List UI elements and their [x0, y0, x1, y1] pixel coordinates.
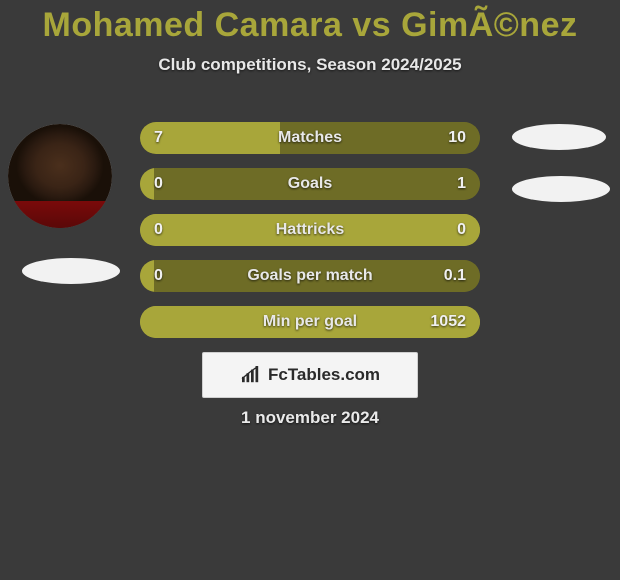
bar-label: Matches	[140, 122, 480, 154]
avatar-shadow-ellipse	[512, 124, 606, 150]
date-text: 1 november 2024	[0, 408, 620, 428]
comparison-bars: 710Matches 01Goals 00Hattricks 00.1Goals pe…	[140, 122, 480, 352]
subtitle: Club competitions, Season 2024/2025	[0, 55, 620, 75]
bar-label: Goals per match	[140, 260, 480, 292]
stat-row: 710Matches	[140, 122, 480, 154]
avatar-placeholder	[8, 124, 112, 228]
chart-icon	[240, 366, 262, 384]
bar-label: Goals	[140, 168, 480, 200]
brand-box: FcTables.com	[202, 352, 418, 398]
bar-label: Min per goal	[140, 306, 480, 338]
stat-row: 00Hattricks	[140, 214, 480, 246]
avatar-player-left	[8, 124, 112, 228]
stat-row: 01Goals	[140, 168, 480, 200]
stat-row: 00.1Goals per match	[140, 260, 480, 292]
bar-label: Hattricks	[140, 214, 480, 246]
stat-row: 1052Min per goal	[140, 306, 480, 338]
avatar-shadow-ellipse	[22, 258, 120, 284]
brand-text: FcTables.com	[268, 365, 380, 385]
avatar-shadow-ellipse	[512, 176, 610, 202]
page-title: Mohamed Camara vs GimÃ©nez	[0, 0, 620, 45]
